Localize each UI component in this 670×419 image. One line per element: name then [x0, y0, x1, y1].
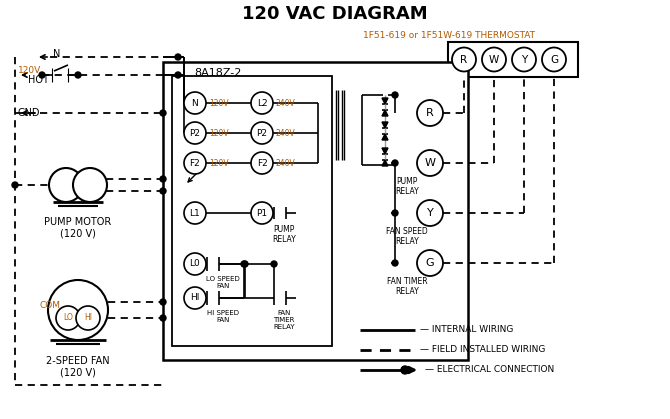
Circle shape	[242, 261, 248, 267]
Circle shape	[39, 72, 45, 78]
Circle shape	[392, 92, 398, 98]
Bar	[172, 76, 332, 346]
Text: L0: L0	[190, 259, 200, 269]
Text: 240V: 240V	[276, 129, 295, 137]
Text: PUMP
RELAY: PUMP RELAY	[272, 225, 296, 244]
Circle shape	[48, 280, 108, 340]
Circle shape	[184, 253, 206, 275]
Text: R: R	[426, 108, 434, 118]
Circle shape	[542, 47, 566, 72]
Circle shape	[160, 315, 166, 321]
Polygon shape	[382, 148, 388, 154]
Text: HI: HI	[84, 313, 92, 323]
Text: 120 VAC DIAGRAM: 120 VAC DIAGRAM	[242, 5, 428, 23]
Text: LO SPEED
FAN: LO SPEED FAN	[206, 276, 240, 289]
Text: — ELECTRICAL CONNECTION: — ELECTRICAL CONNECTION	[425, 365, 554, 375]
Circle shape	[75, 72, 81, 78]
Text: 240V: 240V	[276, 158, 295, 168]
Text: N: N	[192, 98, 198, 108]
Circle shape	[184, 202, 206, 224]
Circle shape	[251, 152, 273, 174]
Text: F2: F2	[257, 158, 267, 168]
Circle shape	[160, 110, 166, 116]
Circle shape	[184, 287, 206, 309]
Text: W: W	[425, 158, 436, 168]
Text: P1: P1	[257, 209, 267, 217]
Text: — INTERNAL WIRING: — INTERNAL WIRING	[420, 326, 513, 334]
Circle shape	[271, 261, 277, 267]
Text: 120V: 120V	[18, 65, 42, 75]
Text: L2: L2	[257, 98, 267, 108]
Circle shape	[401, 366, 409, 374]
Polygon shape	[382, 98, 388, 104]
Circle shape	[12, 182, 18, 188]
Circle shape	[160, 176, 166, 182]
Text: P2: P2	[257, 129, 267, 137]
Text: G: G	[550, 54, 558, 65]
Circle shape	[251, 122, 273, 144]
Text: HI: HI	[190, 293, 200, 303]
Circle shape	[417, 150, 443, 176]
Circle shape	[73, 168, 107, 202]
Text: GND: GND	[18, 108, 40, 118]
Text: 1F51-619 or 1F51W-619 THERMOSTAT: 1F51-619 or 1F51W-619 THERMOSTAT	[363, 31, 535, 39]
Text: P2: P2	[190, 129, 200, 137]
Circle shape	[417, 250, 443, 276]
Circle shape	[49, 168, 83, 202]
Text: Y: Y	[427, 208, 433, 218]
Text: 2-SPEED FAN
(120 V): 2-SPEED FAN (120 V)	[46, 356, 110, 378]
Circle shape	[392, 210, 398, 216]
Circle shape	[512, 47, 536, 72]
Circle shape	[392, 160, 398, 166]
Circle shape	[251, 92, 273, 114]
Circle shape	[175, 54, 181, 60]
Text: G: G	[425, 258, 434, 268]
Circle shape	[417, 100, 443, 126]
Polygon shape	[382, 122, 388, 128]
Text: 120V: 120V	[209, 158, 228, 168]
Text: PUMP MOTOR
(120 V): PUMP MOTOR (120 V)	[44, 217, 112, 238]
Circle shape	[251, 202, 273, 224]
Text: 120V: 120V	[209, 98, 228, 108]
Text: — FIELD INSTALLED WIRING: — FIELD INSTALLED WIRING	[420, 346, 545, 354]
Circle shape	[175, 72, 181, 78]
Text: 120V: 120V	[209, 129, 228, 137]
Text: FAN SPEED
RELAY: FAN SPEED RELAY	[386, 227, 428, 246]
Text: N: N	[54, 49, 61, 59]
Text: LO: LO	[63, 313, 73, 323]
Text: 240V: 240V	[276, 98, 295, 108]
Polygon shape	[382, 134, 388, 140]
Circle shape	[392, 260, 398, 266]
Circle shape	[160, 188, 166, 194]
Text: Y: Y	[521, 54, 527, 65]
Bar	[163, 62, 468, 360]
Polygon shape	[382, 110, 388, 116]
Text: HOT: HOT	[28, 75, 49, 85]
Text: FAN
TIMER
RELAY: FAN TIMER RELAY	[273, 310, 295, 330]
Text: W: W	[489, 54, 499, 65]
Circle shape	[482, 47, 506, 72]
Text: PUMP
RELAY: PUMP RELAY	[395, 177, 419, 197]
Polygon shape	[382, 160, 388, 166]
Text: F2: F2	[190, 158, 200, 168]
Circle shape	[160, 299, 166, 305]
Circle shape	[417, 200, 443, 226]
Circle shape	[452, 47, 476, 72]
Circle shape	[184, 92, 206, 114]
Text: HI SPEED
FAN: HI SPEED FAN	[207, 310, 239, 323]
Bar	[448, 42, 578, 77]
Text: L1: L1	[190, 209, 200, 217]
Circle shape	[184, 122, 206, 144]
Circle shape	[241, 261, 247, 267]
Circle shape	[184, 152, 206, 174]
Circle shape	[76, 306, 100, 330]
Text: FAN TIMER
RELAY: FAN TIMER RELAY	[387, 277, 427, 296]
Text: R: R	[460, 54, 468, 65]
Text: COM: COM	[40, 300, 61, 310]
Circle shape	[56, 306, 80, 330]
Text: 8A18Z-2: 8A18Z-2	[194, 68, 242, 78]
